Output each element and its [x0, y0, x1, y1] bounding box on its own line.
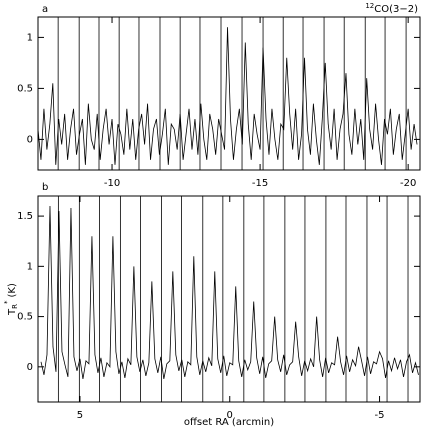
y-tick-label: 0 [27, 134, 33, 145]
y-tick-label: 1 [27, 261, 33, 272]
chart-title: 12CO(3−2) [365, 2, 418, 15]
y-label-main: T [7, 308, 18, 316]
spectrum-line [37, 27, 418, 165]
y-tick-label: 0.5 [17, 83, 33, 94]
y-tick-label: 0.5 [17, 312, 33, 323]
panel-label: a [42, 4, 48, 15]
y-tick-label: 1.5 [17, 211, 33, 222]
x-tick-label: -20 [400, 178, 416, 189]
x-tick-label: -15 [252, 178, 268, 189]
y-label-sub: R [11, 304, 19, 309]
y-axis-label: TR* (K) [3, 283, 19, 316]
x-tick-label: -5 [375, 410, 385, 421]
x-tick-label: 5 [77, 410, 83, 421]
x-tick-label: 0 [227, 410, 233, 421]
y-label-sup: * [3, 300, 11, 304]
panel-label: b [42, 182, 48, 193]
y-label-unit: (K) [7, 283, 18, 297]
title-sup: 12 [365, 2, 374, 10]
x-axis-label: offset RA (arcmin) [184, 417, 274, 428]
plot-frame [37, 195, 421, 403]
x-tick-label: -10 [104, 178, 120, 189]
title-text: CO(3−2) [374, 4, 418, 15]
y-tick-label: 0 [27, 362, 33, 373]
spectrum-line [40, 206, 419, 379]
plot-frame [37, 16, 421, 171]
y-tick-label: 1 [27, 32, 33, 43]
